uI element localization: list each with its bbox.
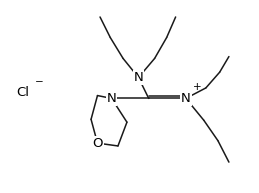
Text: N: N xyxy=(181,92,191,105)
Text: −: − xyxy=(35,77,44,87)
Text: O: O xyxy=(92,137,103,150)
Text: N: N xyxy=(134,71,143,84)
Text: N: N xyxy=(107,92,117,105)
Text: Cl: Cl xyxy=(17,86,30,99)
Text: +: + xyxy=(193,82,202,92)
